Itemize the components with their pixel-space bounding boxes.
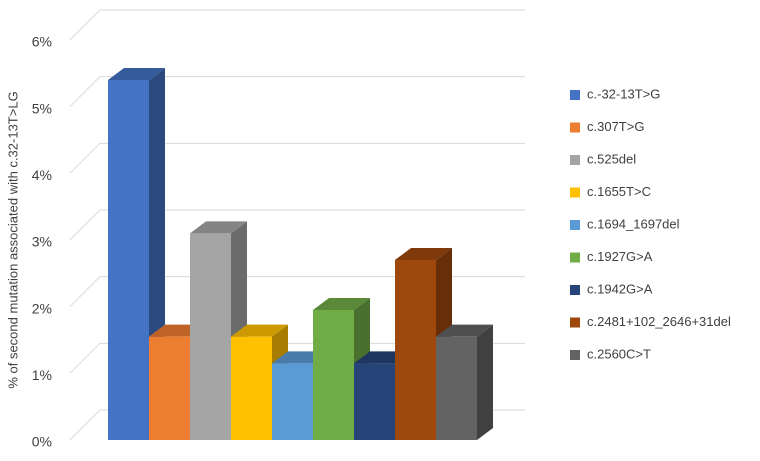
legend-swatch — [570, 122, 580, 133]
bar — [149, 336, 190, 440]
legend-label: c.2481+102_2646+31del — [587, 314, 731, 329]
grid-line — [69, 9, 525, 41]
y-tick-label: 1% — [32, 367, 52, 383]
legend-swatch — [570, 285, 580, 295]
bar — [395, 260, 436, 440]
y-axis-title: % of second mutation associated with c.3… — [5, 91, 20, 388]
legend-swatch — [570, 350, 580, 360]
bar — [272, 363, 313, 440]
legend-swatch — [570, 90, 580, 100]
bar-top — [190, 221, 247, 234]
y-tick-label: 2% — [32, 300, 52, 316]
grid-line — [69, 142, 525, 174]
bar-top — [231, 324, 288, 337]
bar — [108, 80, 149, 440]
legend-label: c.525del — [587, 151, 636, 166]
grid-line — [69, 76, 525, 108]
bar — [231, 336, 272, 440]
bar-top — [108, 68, 165, 80]
y-tick-label: 0% — [32, 434, 52, 450]
bar — [436, 336, 477, 440]
bar-top — [313, 298, 370, 310]
grid-line — [69, 342, 525, 374]
y-tick-label: 5% — [32, 100, 52, 116]
legend-label: c.1942G>A — [587, 281, 653, 296]
legend-label: c.1927G>A — [587, 249, 653, 264]
legend-swatch — [570, 252, 580, 263]
bar-side — [477, 324, 493, 440]
bar — [190, 233, 231, 440]
y-tick-label: 6% — [32, 34, 52, 50]
legend-label: c.307T>G — [587, 119, 644, 134]
bar-top — [436, 324, 493, 337]
legend-label: c.2560C>T — [587, 346, 651, 361]
legend-label: c.1694_1697del — [587, 216, 680, 231]
bar — [313, 310, 354, 440]
legend-label: c.1655T>C — [587, 184, 651, 199]
legend-swatch — [570, 187, 580, 198]
legend-label: c.-32-13T>G — [587, 86, 660, 101]
grid-line — [69, 209, 525, 241]
bar-top — [395, 248, 452, 260]
legend-swatch — [570, 155, 580, 165]
y-tick-label: 3% — [32, 234, 52, 250]
legend-swatch — [570, 220, 580, 230]
grid-line — [69, 276, 525, 308]
y-tick-label: 4% — [32, 167, 52, 183]
legend-swatch — [570, 317, 580, 328]
bar — [354, 363, 395, 440]
